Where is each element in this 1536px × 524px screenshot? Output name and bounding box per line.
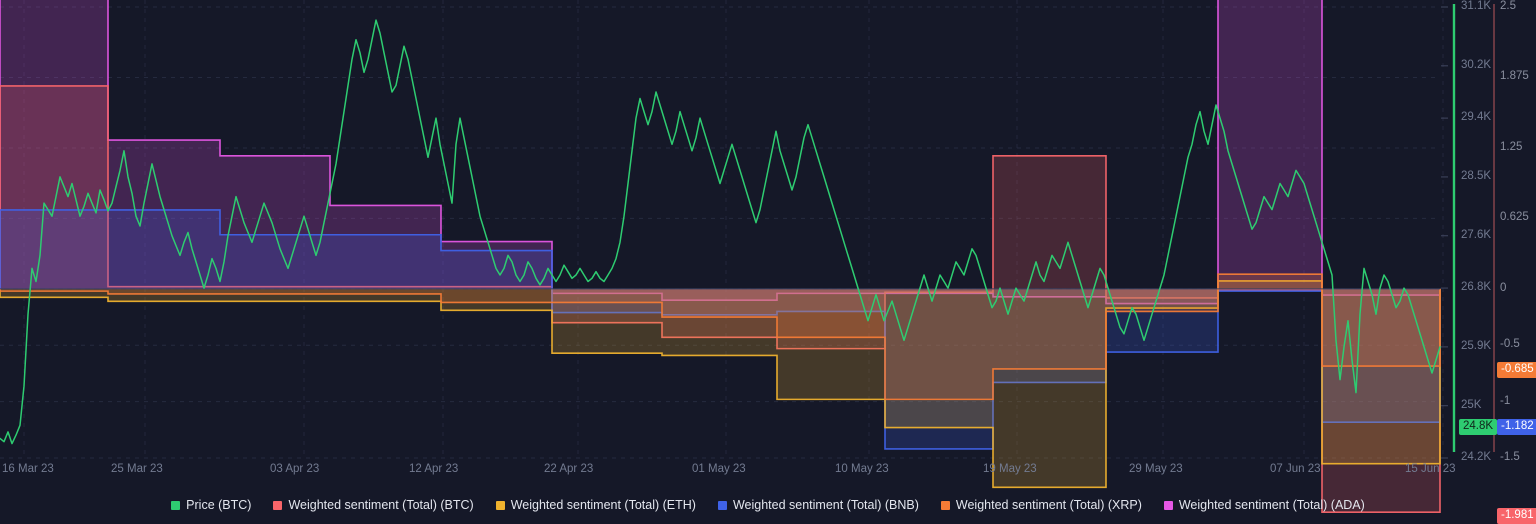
legend-swatch-icon — [940, 500, 950, 510]
x-axis-tick-label: 15 Jun 23 — [1405, 463, 1456, 475]
y-axis-left-tick-label: 26.8K — [1461, 281, 1492, 294]
legend-swatch-icon — [273, 500, 283, 510]
chart-legend: Price (BTC) Weighted sentiment (Total) (B… — [0, 498, 1536, 512]
y-axis-right-tick-label: 0 — [1500, 281, 1507, 294]
y-axis-right-tick-label: -1 — [1500, 394, 1511, 407]
legend-label: Weighted sentiment (Total) (ADA) — [1178, 498, 1365, 512]
legend-swatch-icon — [717, 500, 727, 510]
series-eth[interactable] — [0, 280, 1441, 489]
axis-ticks — [1441, 6, 1448, 459]
x-axis-tick-label: 10 May 23 — [835, 463, 889, 475]
legend-label: Weighted sentiment (Total) (ETH) — [510, 498, 696, 512]
x-axis-tick-label: 03 Apr 23 — [270, 463, 320, 475]
bnb-last-value: -1.182 — [1497, 419, 1536, 435]
legend-item-eth[interactable]: Weighted sentiment (Total) (ETH) — [495, 498, 696, 512]
gridlines — [0, 0, 1444, 459]
y-axis-left-tick-label: 29.4K — [1461, 111, 1492, 124]
legend-label: Weighted sentiment (Total) (BNB) — [732, 498, 919, 512]
price-last-value: 24.8K — [1459, 419, 1498, 435]
y-axis-left-tick-label: 25.9K — [1461, 339, 1492, 352]
legend-item-ada[interactable]: Weighted sentiment (Total) (ADA) — [1163, 498, 1365, 512]
x-axis-tick-label: 29 May 23 — [1129, 463, 1183, 475]
x-axis-tick-label: 01 May 23 — [692, 463, 746, 475]
x-axis-tick-label: 25 Mar 23 — [111, 463, 163, 475]
y-axis-right-tick-label: 0.625 — [1500, 211, 1529, 224]
legend-item-bnb[interactable]: Weighted sentiment (Total) (BNB) — [717, 498, 919, 512]
x-axis-tick-label: 07 Jun 23 — [1270, 463, 1321, 475]
legend-swatch-icon — [495, 500, 505, 510]
x-axis-tick-label: 16 Mar 23 — [2, 463, 54, 475]
legend-swatch-icon — [1163, 500, 1173, 510]
series-ada[interactable] — [0, 0, 1441, 305]
x-axis-tick-label: 19 May 23 — [983, 463, 1037, 475]
y-axis-left-tick-label: 27.6K — [1461, 228, 1492, 241]
legend-label: Weighted sentiment (Total) (XRP) — [955, 498, 1142, 512]
legend-swatch-icon — [171, 500, 181, 510]
y-axis-left-tick-label: 24.2K — [1461, 451, 1492, 463]
price-line[interactable] — [0, 19, 1441, 445]
y-axis-right-tick-label: 2.5 — [1500, 0, 1516, 12]
legend-item-btc[interactable]: Weighted sentiment (Total) (BTC) — [273, 498, 474, 512]
legend-item-xrp[interactable]: Weighted sentiment (Total) (XRP) — [940, 498, 1142, 512]
x-axis-tick-label: 12 Apr 23 — [409, 463, 459, 475]
legend-item-price[interactable]: Price (BTC) — [171, 498, 251, 512]
y-axis-left-tick-label: 31.1K — [1461, 0, 1492, 12]
xrp-last-value: -0.685 — [1497, 362, 1536, 378]
y-axis-left-tick-label: 25K — [1461, 398, 1482, 411]
x-axis-tick-label: 22 Apr 23 — [544, 463, 594, 475]
sentiment-step-areas — [0, 0, 1441, 514]
y-axis-right-tick-label: 1.25 — [1500, 140, 1523, 153]
legend-label: Weighted sentiment (Total) (BTC) — [288, 498, 474, 512]
y-axis-right-tick-label: -1.5 — [1500, 451, 1520, 463]
y-axis-right-tick-label: -0.5 — [1500, 338, 1520, 351]
series-xrp[interactable] — [0, 273, 1441, 401]
y-axis-left-tick-label: 30.2K — [1461, 58, 1492, 71]
legend-label: Price (BTC) — [186, 498, 252, 512]
y-axis-right-tick-label: 1.875 — [1500, 70, 1529, 83]
y-axis-left-tick-label: 28.5K — [1461, 169, 1492, 182]
